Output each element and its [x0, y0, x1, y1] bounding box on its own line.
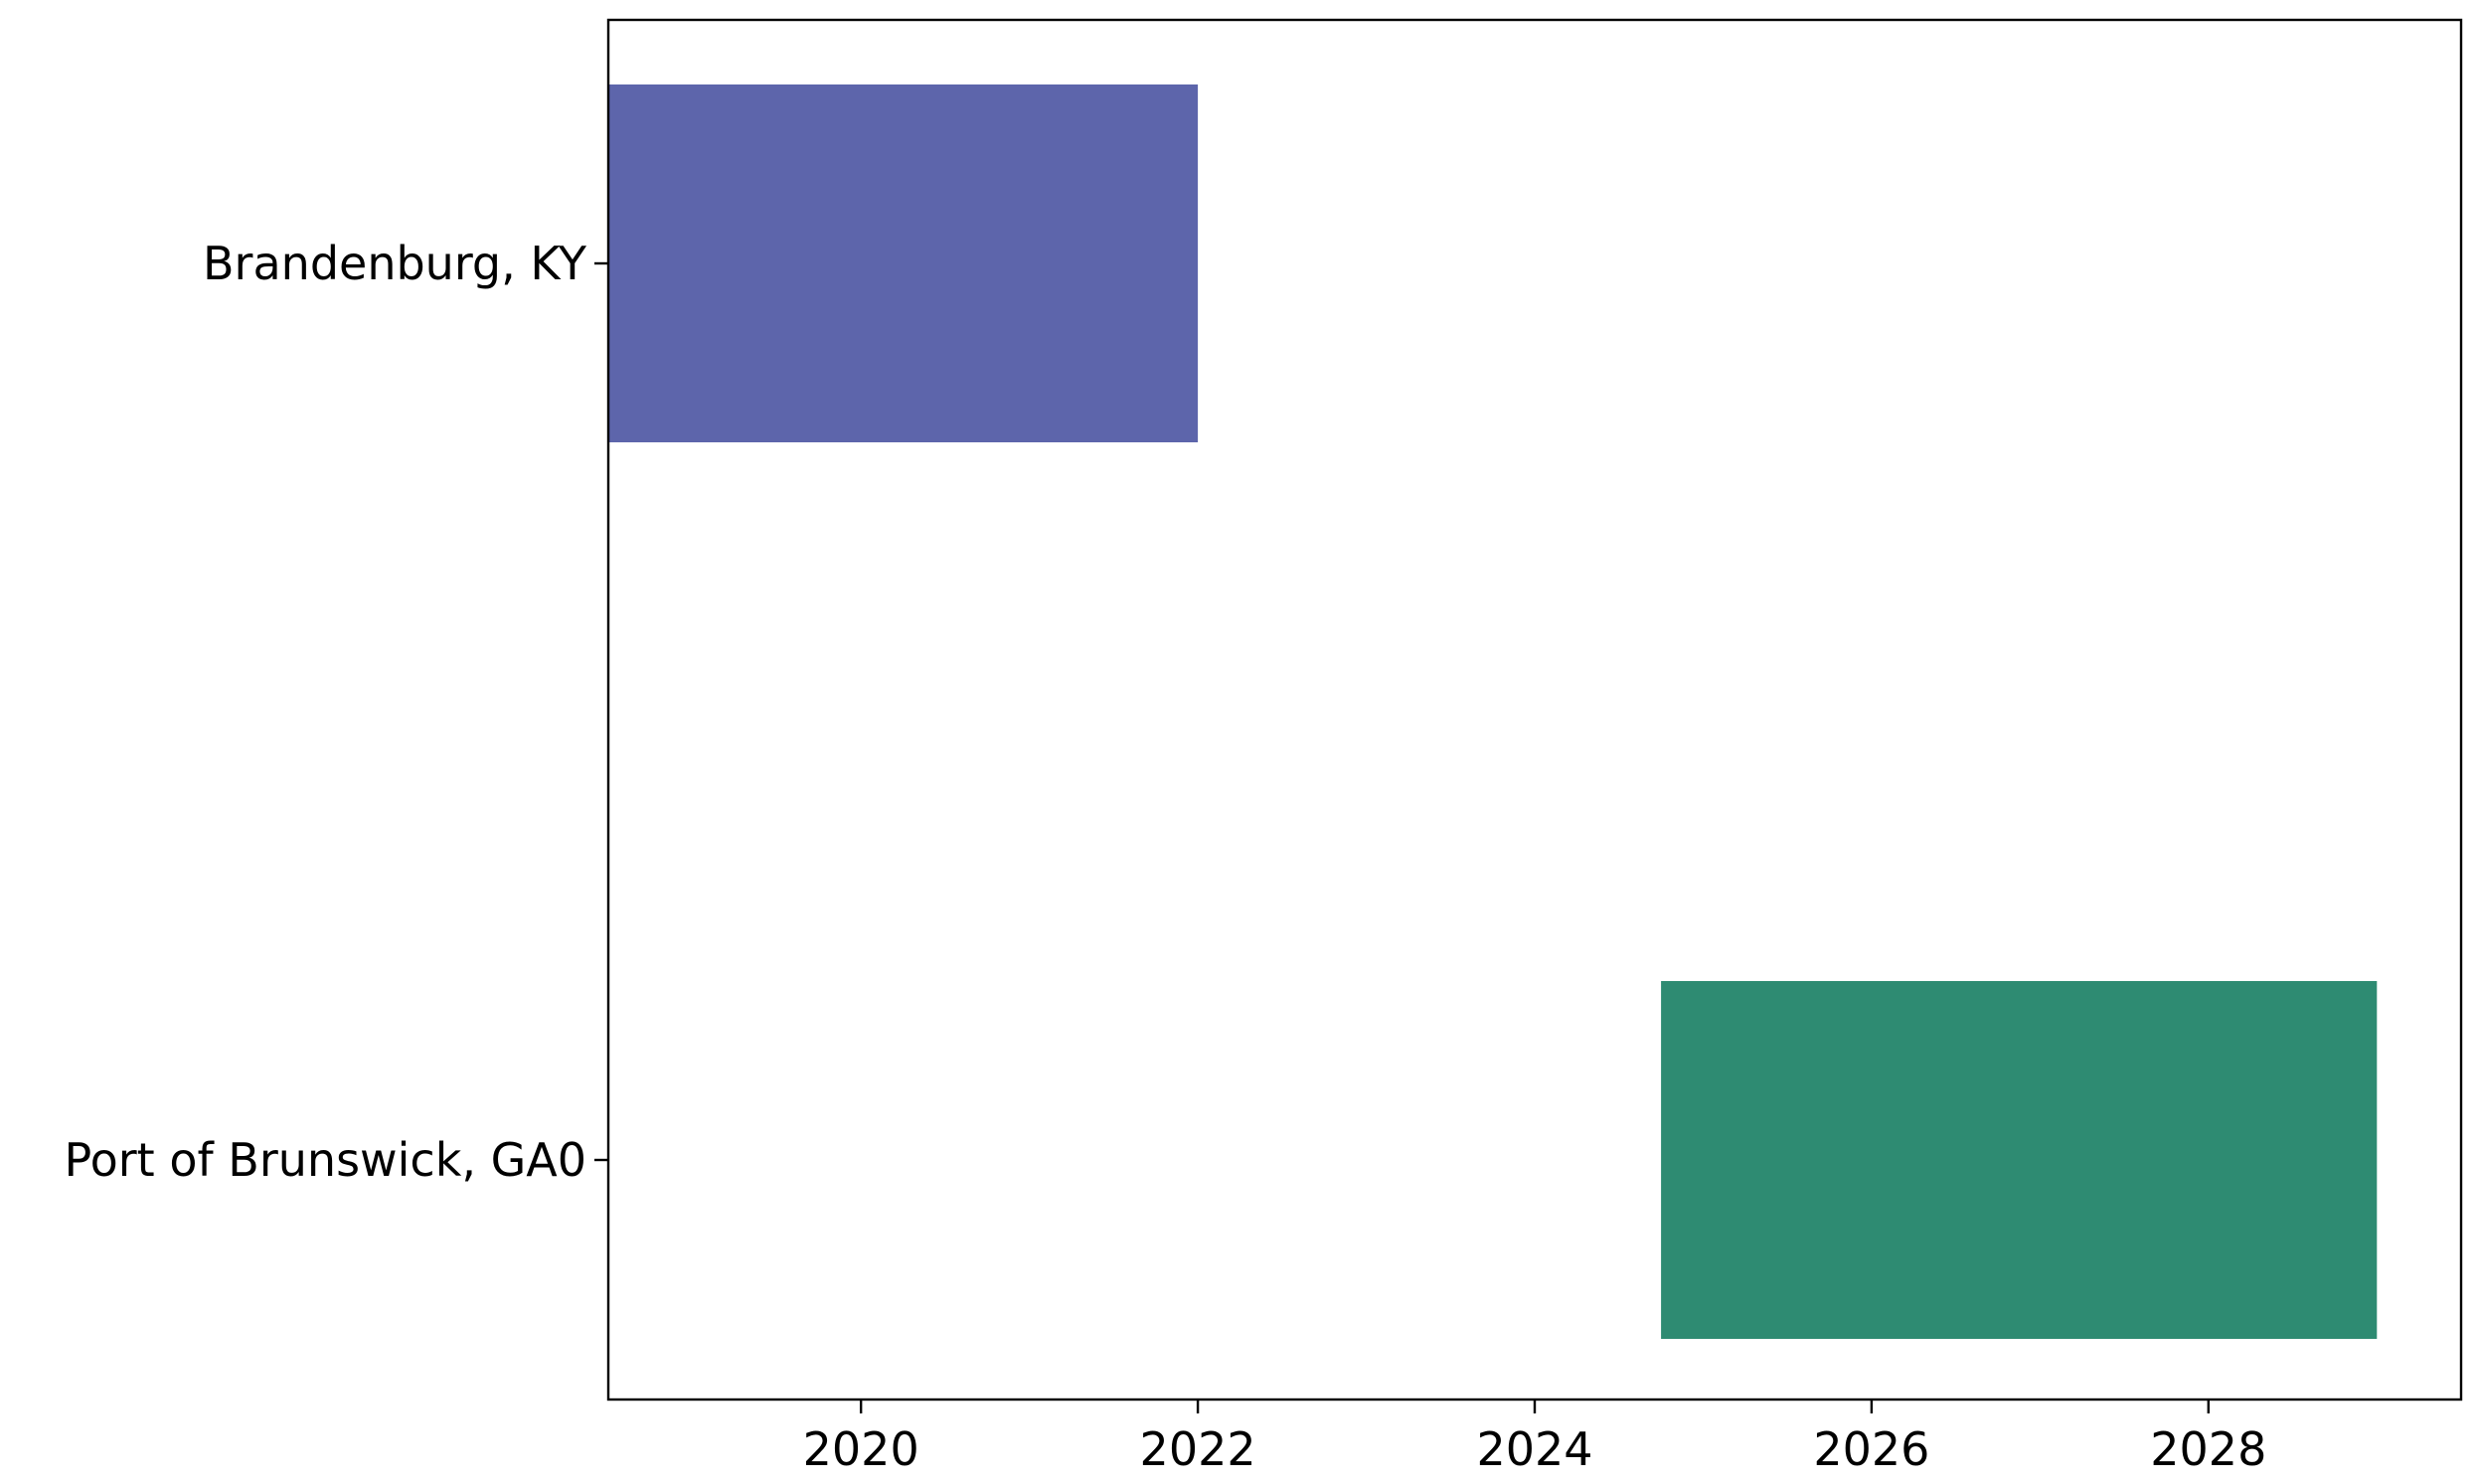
x-tick-label: 2026 — [1813, 1422, 1929, 1476]
bar-1 — [608, 84, 1199, 442]
x-tick-label: 2028 — [2150, 1422, 2266, 1476]
x-tick-label: 2020 — [803, 1422, 919, 1476]
bar-2 — [1661, 981, 2378, 1339]
y-tick-label: Port of Brunswick, GA0 — [65, 1133, 586, 1187]
x-axis: 2020 2022 2024 2026 2028 — [803, 1400, 2266, 1476]
y-tick-label: Brandenburg, KY — [203, 237, 587, 290]
y-axis: Brandenburg, KY Port of Brunswick, GA0 — [65, 237, 608, 1187]
x-tick-label: 2022 — [1140, 1422, 1256, 1476]
bars-group — [608, 84, 2378, 1339]
x-tick-label: 2024 — [1476, 1422, 1592, 1476]
